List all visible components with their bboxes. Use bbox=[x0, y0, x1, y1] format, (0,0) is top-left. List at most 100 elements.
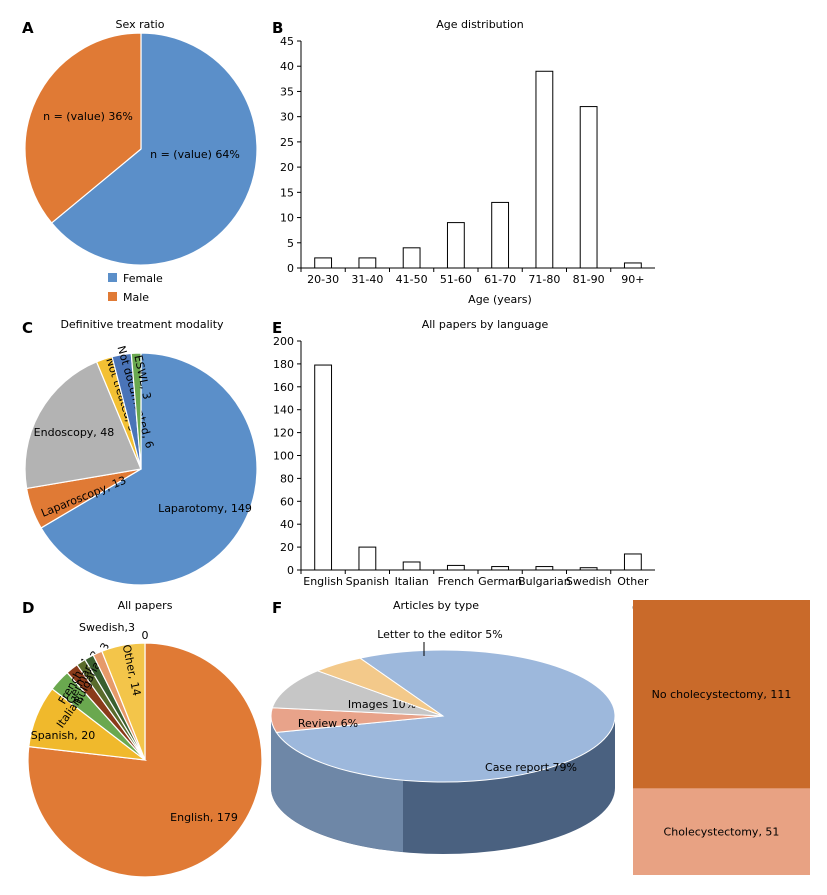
legend-label-male: Male bbox=[123, 291, 149, 304]
bar-61-70 bbox=[491, 201, 510, 269]
x-tick-label: 41-50 bbox=[396, 273, 428, 286]
chart-a-title: Sex ratio bbox=[116, 18, 165, 31]
legend-swatch-female bbox=[108, 273, 117, 282]
panel-label-f: F bbox=[272, 599, 282, 617]
y-tick-label: 120 bbox=[273, 427, 294, 440]
y-tick-label: 20 bbox=[280, 541, 294, 554]
y-tick-label: 0 bbox=[287, 564, 294, 577]
block-cholecystectomy bbox=[633, 788, 810, 875]
pie-slice-other bbox=[101, 642, 146, 761]
pie-slice-endoscopy bbox=[24, 361, 142, 490]
y-tick-label: 5 bbox=[287, 237, 294, 250]
x-tick-label: 61-70 bbox=[484, 273, 516, 286]
bar-20-30 bbox=[314, 257, 333, 269]
slice-label-letter-to-the-editor: Letter to the editor 5% bbox=[377, 628, 503, 641]
y-tick-label: 15 bbox=[280, 186, 294, 199]
x-tick-label: 51-60 bbox=[440, 273, 472, 286]
x-tick-label: Italian bbox=[395, 575, 429, 588]
y-tick-label: 40 bbox=[280, 60, 294, 73]
slice-label-review: Review 6% bbox=[298, 717, 358, 730]
y-tick-label: 80 bbox=[280, 472, 294, 485]
x-tick-label: Other bbox=[617, 575, 649, 588]
pie-slice-female bbox=[50, 32, 258, 266]
panel-label-d: D bbox=[22, 599, 34, 617]
y-tick-label: 20 bbox=[280, 161, 294, 174]
x-tick-label: French bbox=[438, 575, 475, 588]
pie-slice-laparotomy bbox=[40, 352, 258, 586]
block-label-cholecystectomy: Cholecystectomy, 51 bbox=[664, 826, 780, 839]
y-tick-label: 0 bbox=[287, 262, 294, 275]
pie-slice-eswl bbox=[130, 352, 142, 470]
y-tick-label: 140 bbox=[273, 404, 294, 417]
y-tick-label: 100 bbox=[273, 450, 294, 463]
legend-label-female: Female bbox=[123, 272, 163, 285]
chart-a-sex-ratio: n = (value) 64% n = (value) 36% bbox=[24, 32, 258, 266]
bar-81-90 bbox=[579, 106, 598, 269]
x-tick-label: German bbox=[478, 575, 522, 588]
pie-slice-male bbox=[24, 32, 142, 224]
chart-e-papers-by-language: 0 20 40 60 80 100 120 140 160 180 200 English Spanis… bbox=[273, 335, 655, 588]
x-tick-label: Swedish bbox=[566, 575, 612, 588]
y-tick-label: 160 bbox=[273, 381, 294, 394]
chart-f-title: Articles by type bbox=[393, 599, 479, 612]
slice-label-swedish: Swedish,3 bbox=[79, 621, 135, 634]
slice-label-spanish: Spanish, 20 bbox=[31, 729, 95, 742]
panel-label-c: C bbox=[22, 319, 33, 337]
chart-g-cholecystectomy: No cholecystectomy, 111 Cholecystectomy, … bbox=[633, 600, 810, 875]
bar-french bbox=[446, 564, 465, 571]
x-tick-label: Bulgarian bbox=[518, 575, 571, 588]
x-tick-label: 90+ bbox=[621, 273, 644, 286]
slice-label-laparotomy: Laparotomy, 149 bbox=[158, 502, 252, 515]
chart-f-articles-by-type: Case report 79% Review 6% Images 10% Letter… bbox=[270, 628, 616, 854]
y-tick-label: 35 bbox=[280, 85, 294, 98]
chart-d-title: All papers bbox=[118, 599, 173, 612]
block-label-no-cholecystectomy: No cholecystectomy, 111 bbox=[652, 688, 792, 701]
y-tick-label: 180 bbox=[273, 358, 294, 371]
slice-label-endoscopy: Endoscopy, 48 bbox=[34, 426, 115, 439]
slice-label-female: n = (value) 64% bbox=[150, 148, 240, 161]
bar-spanish bbox=[358, 546, 377, 571]
x-tick-label: 31-40 bbox=[351, 273, 383, 286]
bar-90 bbox=[623, 262, 642, 269]
bar-swedish bbox=[579, 567, 598, 571]
block-no-cholecystectomy bbox=[633, 600, 810, 789]
bar-31-40 bbox=[358, 257, 377, 269]
pie-slice-images bbox=[271, 670, 444, 717]
y-tick-label: 45 bbox=[280, 35, 294, 48]
y-tick-label: 25 bbox=[280, 136, 294, 149]
chart-e-title: All papers by language bbox=[422, 318, 549, 331]
legend-swatch-male bbox=[108, 292, 117, 301]
bar-italian bbox=[402, 561, 421, 571]
pie-slice-case-report bbox=[275, 649, 616, 783]
panel-label-e: E bbox=[272, 319, 282, 337]
panel-label-a: A bbox=[22, 19, 34, 37]
chart-b-title: Age distribution bbox=[436, 18, 523, 31]
x-tick-label: 20-30 bbox=[307, 273, 339, 286]
bar-51-60 bbox=[446, 222, 465, 269]
panel-label-b: B bbox=[272, 19, 283, 37]
slice-label-blank: 0 bbox=[142, 629, 149, 642]
slice-label-english: English, 179 bbox=[170, 811, 238, 824]
bar-bulgarian bbox=[535, 566, 554, 571]
bar-71-80 bbox=[535, 70, 554, 269]
chart-b-xlabel: Age (years) bbox=[468, 293, 532, 306]
chart-b-age-distribution: 0 5 10 15 20 25 30 35 40 45 20-30 31-40 41-50 51-60 61… bbox=[280, 35, 655, 286]
x-tick-label: 71-80 bbox=[528, 273, 560, 286]
pie-side-highlight bbox=[271, 716, 403, 852]
slice-label-case-report: Case report 79% bbox=[485, 761, 577, 774]
y-tick-label: 40 bbox=[280, 518, 294, 531]
chart-c-title: Definitive treatment modality bbox=[60, 318, 224, 331]
bar-41-50 bbox=[402, 247, 421, 269]
x-tick-label: 81-90 bbox=[573, 273, 605, 286]
slice-label-images: Images 10% bbox=[348, 698, 416, 711]
pie-slice-letter-to-the-editor bbox=[316, 657, 444, 717]
x-tick-label: English bbox=[303, 575, 343, 588]
bar-other bbox=[623, 553, 642, 571]
x-tick-label: Spanish bbox=[346, 575, 389, 588]
bar-german bbox=[491, 566, 510, 571]
y-tick-label: 200 bbox=[273, 335, 294, 348]
bar-english bbox=[314, 364, 333, 571]
